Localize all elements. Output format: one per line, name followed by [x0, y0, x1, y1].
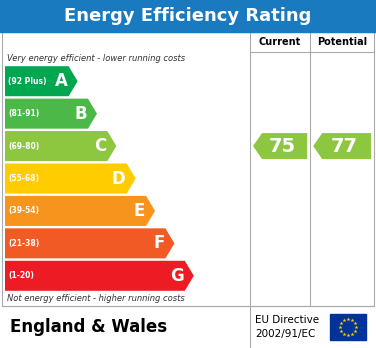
Polygon shape [5, 131, 116, 161]
Text: C: C [94, 137, 106, 155]
Polygon shape [313, 133, 371, 159]
Text: G: G [170, 267, 184, 285]
Bar [330, 314, 366, 340]
Text: A: A [55, 72, 68, 90]
Text: E: E [134, 202, 145, 220]
Text: 75: 75 [268, 136, 296, 156]
Polygon shape [5, 196, 155, 226]
Polygon shape [5, 228, 174, 258]
Text: (69-80): (69-80) [8, 142, 39, 151]
Text: Not energy efficient - higher running costs: Not energy efficient - higher running co… [7, 294, 185, 303]
Text: (1-20): (1-20) [8, 271, 34, 280]
Polygon shape [5, 66, 77, 96]
Polygon shape [5, 164, 136, 193]
Bar [2, 32, 374, 306]
Polygon shape [253, 133, 307, 159]
Text: (55-68): (55-68) [8, 174, 39, 183]
Polygon shape [5, 98, 97, 129]
Bar [0, 0, 376, 32]
Polygon shape [5, 261, 194, 291]
Text: (81-91): (81-91) [8, 109, 39, 118]
Text: D: D [112, 169, 126, 188]
Text: (21-38): (21-38) [8, 239, 39, 248]
Text: F: F [153, 234, 164, 252]
Text: Potential: Potential [317, 37, 367, 47]
Text: (39-54): (39-54) [8, 206, 39, 215]
Text: England & Wales: England & Wales [10, 318, 167, 336]
Text: Current: Current [259, 37, 301, 47]
Text: B: B [74, 105, 87, 122]
Text: 77: 77 [331, 136, 358, 156]
Text: (92 Plus): (92 Plus) [8, 77, 47, 86]
Text: Very energy efficient - lower running costs: Very energy efficient - lower running co… [7, 54, 185, 63]
Text: Energy Efficiency Rating: Energy Efficiency Rating [64, 7, 312, 25]
Text: EU Directive
2002/91/EC: EU Directive 2002/91/EC [255, 315, 319, 339]
